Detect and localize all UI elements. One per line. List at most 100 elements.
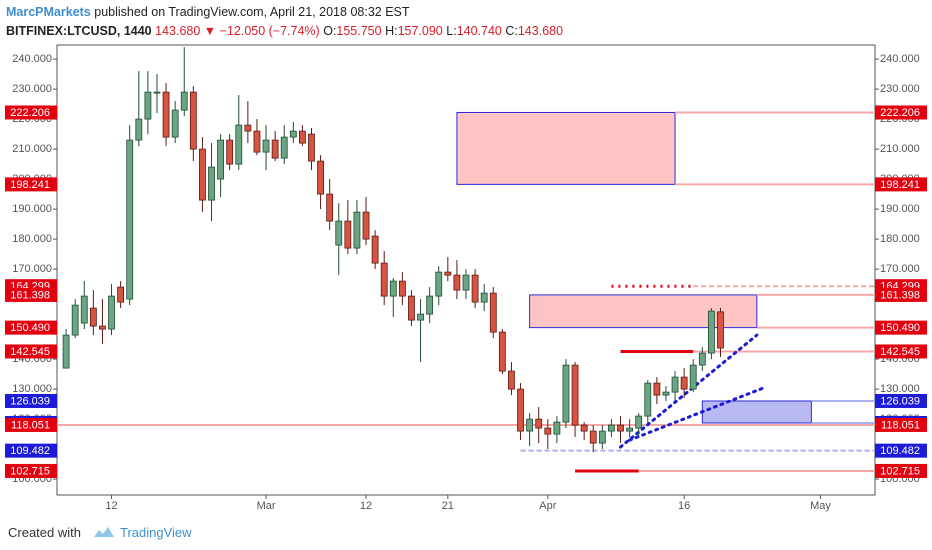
candle-body [371, 235, 379, 264]
candle-body [453, 274, 461, 291]
header-line-1: MarcPMarkets published on TradingView.co… [6, 3, 563, 22]
candle-body [153, 91, 161, 94]
candle-body [289, 130, 297, 138]
ohlc-label: C: [505, 24, 518, 38]
candle-body [589, 430, 597, 444]
candle-body [126, 139, 134, 300]
level-label: 198.241 [10, 179, 50, 191]
x-tick-label: 12 [105, 500, 117, 512]
candle-body [644, 382, 652, 417]
candle-body [135, 118, 143, 141]
candle-body [217, 139, 225, 180]
level-label-box [5, 287, 57, 302]
level-label-box [5, 443, 57, 458]
candle-body [226, 139, 234, 165]
candle-body [535, 418, 543, 429]
candle-body [108, 295, 115, 330]
level-label: 142.545 [10, 346, 50, 358]
arrow: ▼ [203, 24, 217, 38]
y-tick-label: 230.000 [880, 83, 920, 95]
candle-body [335, 220, 343, 246]
level-label-box [5, 417, 57, 432]
x-tick-label: 12 [360, 500, 372, 512]
y-tick-label: 210.000 [12, 143, 52, 155]
level-label: 109.482 [10, 445, 50, 457]
level-label-box [5, 344, 57, 359]
level-label-box [875, 417, 927, 432]
candle-body [571, 364, 579, 426]
candle-body [580, 424, 588, 432]
change: −12.050 (−7.74%) [219, 24, 320, 38]
trendline [619, 333, 759, 449]
candle-body [180, 91, 188, 111]
candle-body [517, 388, 524, 432]
candle-body [80, 295, 88, 324]
level-label-box [875, 105, 927, 120]
candle-body [253, 130, 261, 153]
trendline [628, 385, 768, 442]
candle-body [635, 415, 643, 429]
candle-body [544, 427, 552, 435]
candle-body [626, 427, 633, 432]
candle-body [298, 130, 306, 144]
level-label-box [875, 287, 927, 302]
ohlc-value: 157.090 [397, 24, 443, 38]
candle-body [526, 418, 534, 432]
candle-body [562, 364, 570, 423]
candle-body [280, 136, 288, 159]
candle-body [171, 109, 179, 138]
candle-body [426, 295, 434, 315]
candle-body [462, 274, 470, 291]
candle-body [662, 391, 670, 396]
ohlc-value: 140.740 [456, 24, 502, 38]
brand[interactable]: TradingView [120, 525, 192, 540]
candle-body [162, 91, 170, 138]
author[interactable]: MarcPMarkets [6, 5, 91, 19]
level-label-box [5, 177, 57, 192]
level-label-box [875, 320, 927, 335]
ohlc-value: 155.750 [336, 24, 382, 38]
level-label: 109.482 [880, 445, 920, 457]
candle-body [689, 364, 697, 390]
y-tick-label: 170.000 [12, 263, 52, 275]
x-tick-label: 16 [678, 500, 690, 512]
candle-body [489, 292, 497, 333]
header: MarcPMarkets published on TradingView.co… [6, 3, 563, 41]
last-price: 143.680 [155, 24, 201, 38]
candle-body [653, 382, 661, 396]
x-tick-label: May [810, 500, 831, 512]
x-tick-label: Apr [539, 500, 556, 512]
level-label: 150.490 [10, 322, 50, 334]
level-label: 126.039 [880, 395, 920, 407]
candle-body [598, 430, 606, 444]
candle-body [208, 166, 215, 201]
candle-body [417, 313, 424, 321]
y-tick-label: 230.000 [12, 83, 52, 95]
level-label: 222.206 [880, 107, 920, 119]
candle-body [308, 133, 315, 162]
candle-body [344, 220, 352, 249]
level-label-box [5, 105, 57, 120]
candle-body [498, 331, 506, 372]
level-label: 126.039 [10, 395, 50, 407]
level-label-box [875, 393, 927, 408]
level-label: 142.545 [880, 346, 920, 358]
level-label: 161.398 [10, 289, 50, 301]
candle-body [144, 91, 152, 120]
candle-body [708, 310, 715, 354]
logo [93, 527, 114, 537]
level-label: 198.241 [880, 179, 920, 191]
candle-body [62, 334, 70, 369]
candle-body [408, 295, 415, 321]
y-tick-label: 130.000 [12, 383, 52, 395]
candle-body [235, 124, 243, 165]
y-tick-label: 130.000 [880, 383, 920, 395]
ohlc-value: 143.680 [517, 24, 564, 38]
zone [701, 400, 812, 424]
level-label: 102.715 [10, 465, 50, 477]
published: published on TradingView.com, April 21, … [94, 5, 410, 19]
candle-body [317, 160, 324, 195]
candle-body [380, 262, 388, 297]
level-label: 150.490 [880, 322, 920, 334]
candle-body [444, 271, 452, 276]
